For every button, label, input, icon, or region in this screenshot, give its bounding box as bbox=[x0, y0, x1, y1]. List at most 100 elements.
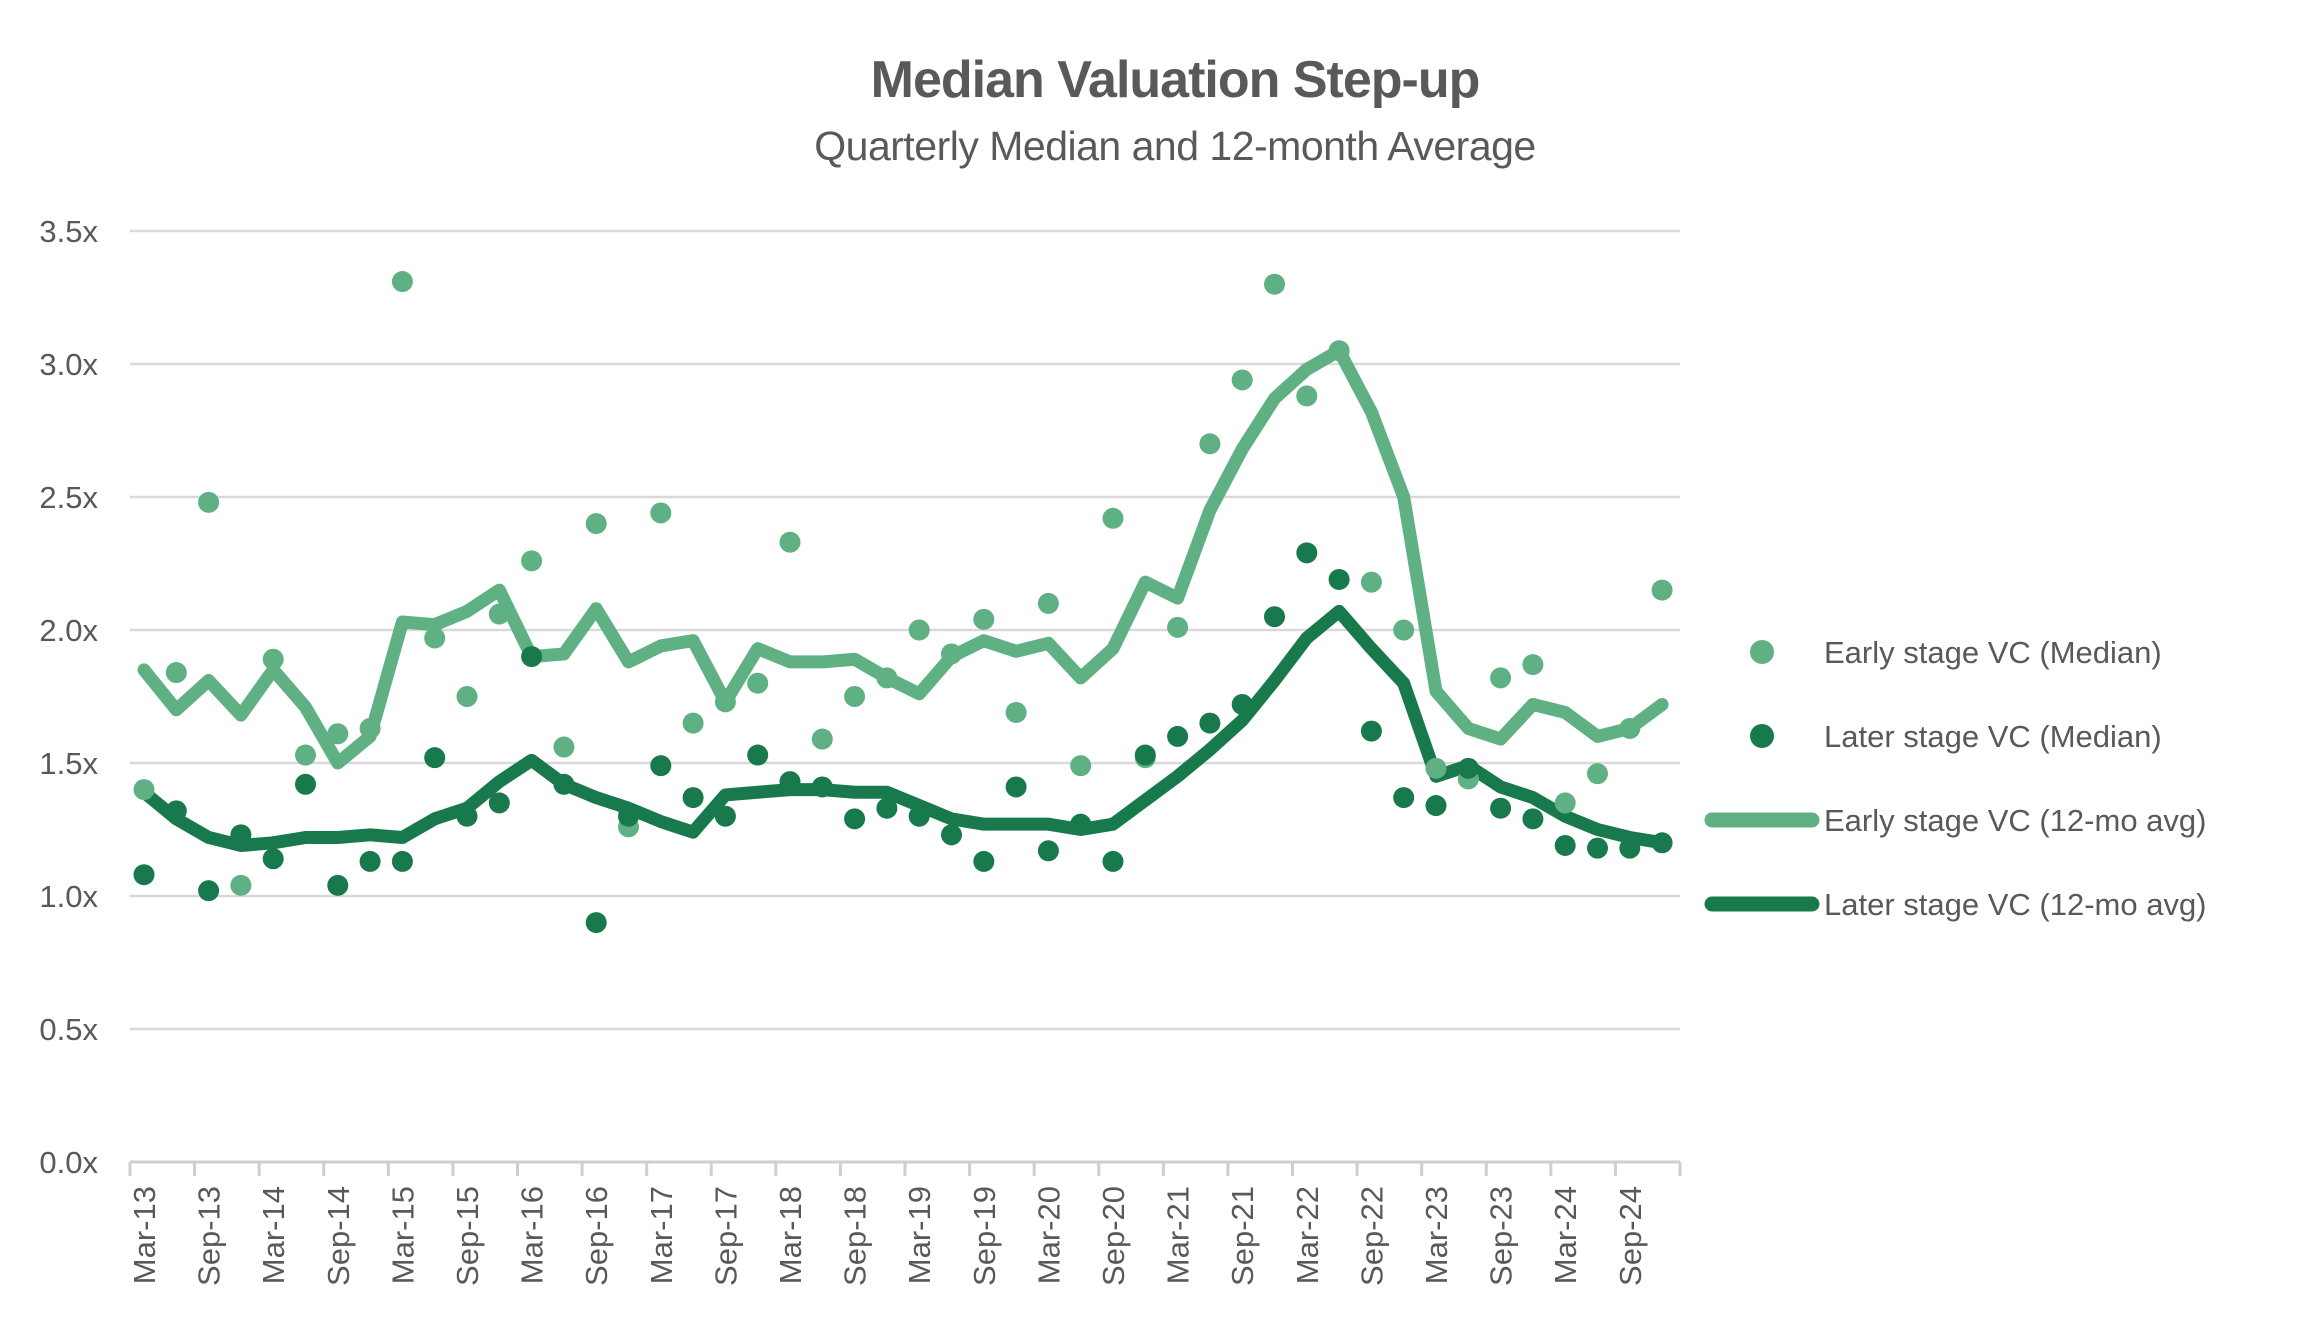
x-axis-label: Sep-13 bbox=[192, 1186, 227, 1286]
early-stage-vc-median--point bbox=[1360, 571, 1382, 593]
x-axis-label: Mar-23 bbox=[1419, 1186, 1454, 1284]
later-stage-vc-median--point bbox=[1070, 813, 1092, 835]
later-stage-vc-median--point bbox=[1102, 850, 1124, 872]
later-stage-vc-median--point bbox=[973, 850, 995, 872]
later-stage-vc-median--point bbox=[262, 848, 284, 870]
later-stage-vc-median--point bbox=[585, 912, 607, 934]
later-stage-vc-median--point bbox=[295, 773, 316, 795]
later-stage-vc-median--point bbox=[1264, 606, 1285, 628]
later-stage-vc-median--point bbox=[811, 776, 833, 798]
later-stage-vc-median--point bbox=[747, 744, 769, 766]
x-axis-label: Mar-21 bbox=[1161, 1186, 1196, 1284]
later-stage-vc-median--point bbox=[876, 797, 898, 819]
early-stage-vc-median--point bbox=[811, 728, 833, 750]
y-axis-label: 3.0x bbox=[39, 347, 98, 382]
later-stage-vc-median--point bbox=[908, 805, 930, 827]
early-stage-vc-median--point bbox=[488, 603, 510, 625]
x-axis-label: Mar-13 bbox=[127, 1186, 162, 1284]
later-stage-vc-median--point bbox=[682, 787, 704, 809]
y-axis-label: 1.5x bbox=[39, 746, 98, 781]
early-stage-vc-median--point bbox=[714, 691, 736, 713]
y-axis-label: 2.5x bbox=[39, 480, 98, 515]
later-stage-vc-median--point bbox=[1134, 744, 1156, 766]
early-stage-vc-median--point bbox=[941, 643, 962, 665]
legend-item-label: Early stage VC (Median) bbox=[1824, 635, 2162, 670]
early-stage-vc-median--point bbox=[1393, 619, 1415, 641]
early-stage-vc-median--point bbox=[650, 502, 672, 524]
later-stage-vc-median--point bbox=[1005, 776, 1027, 798]
early-stage-vc-median--point bbox=[133, 779, 155, 801]
later-stage-vc-median--point bbox=[1554, 834, 1576, 856]
legend-item-label: Later stage VC (Median) bbox=[1824, 719, 2162, 754]
early-stage-vc-median--point bbox=[1199, 433, 1221, 455]
early-stage-vc-median--point bbox=[1554, 792, 1576, 814]
x-axis-label: Mar-16 bbox=[515, 1186, 550, 1284]
x-axis-label: Mar-22 bbox=[1290, 1186, 1325, 1284]
later-stage-vc-median--point bbox=[1651, 832, 1673, 854]
legend-item-label: Later stage VC (12-mo avg) bbox=[1824, 887, 2207, 922]
early-stage-vc-median--point bbox=[1264, 273, 1285, 295]
early-stage-vc-median--point bbox=[973, 608, 995, 630]
later-stage-vc-median--point bbox=[1393, 787, 1415, 809]
later-stage-vc-median--point bbox=[714, 805, 736, 827]
later-stage-vc-median--point bbox=[553, 773, 575, 795]
early-stage-vc-median--point bbox=[908, 619, 930, 641]
early-stage-vc-median--point bbox=[165, 662, 187, 684]
early-stage-vc-median--point bbox=[876, 667, 898, 689]
later-stage-vc-median--point bbox=[1587, 837, 1608, 859]
later-stage-vc-median--point bbox=[133, 864, 155, 886]
y-axis-label: 1.0x bbox=[39, 879, 98, 914]
later-stage-vc-median--point bbox=[456, 805, 478, 827]
y-axis-label: 3.5x bbox=[39, 214, 98, 249]
later-stage-vc-median--point bbox=[1425, 795, 1447, 817]
y-axis-label: 2.0x bbox=[39, 613, 98, 648]
x-axis-label: Sep-14 bbox=[321, 1186, 356, 1286]
early-stage-vc-median--point bbox=[262, 648, 284, 670]
later-stage-vc-median--point bbox=[1037, 840, 1059, 862]
early-stage-vc-median--point bbox=[456, 686, 478, 707]
early-stage-vc-median--point bbox=[1231, 369, 1253, 391]
x-axis-label: Sep-22 bbox=[1354, 1186, 1389, 1286]
x-axis-label: Sep-18 bbox=[838, 1186, 873, 1286]
early-stage-vc-median--point bbox=[424, 627, 446, 649]
x-axis-label: Sep-17 bbox=[708, 1186, 743, 1286]
chart-title: Median Valuation Step-up bbox=[870, 51, 1481, 109]
early-stage-vc-median--point bbox=[553, 736, 575, 758]
x-axis-label: Sep-21 bbox=[1225, 1186, 1260, 1286]
later-stage-vc-median--point bbox=[618, 805, 639, 827]
early-stage-vc-median--point bbox=[844, 686, 866, 707]
later-stage-vc-median--point bbox=[1199, 712, 1221, 734]
x-axis-label: Sep-19 bbox=[967, 1186, 1002, 1286]
early-stage-vc-median--point bbox=[1619, 717, 1641, 739]
early-stage-vc-median--point bbox=[1005, 701, 1027, 723]
x-axis-label: Mar-24 bbox=[1548, 1186, 1583, 1284]
later-stage-vc-median--point bbox=[1167, 725, 1189, 747]
early-stage-vc-median--point bbox=[1522, 654, 1544, 676]
y-axis-label: 0.0x bbox=[39, 1145, 98, 1180]
early-stage-vc-median--point bbox=[391, 271, 413, 293]
later-stage-vc-median--point bbox=[1619, 837, 1641, 859]
early-stage-vc-median--point bbox=[1651, 579, 1673, 601]
x-axis-label: Sep-24 bbox=[1613, 1186, 1648, 1286]
later-stage-vc-median--point bbox=[1296, 542, 1318, 564]
later-stage-vc-12-mo-avg--line bbox=[137, 604, 1669, 852]
early-stage-vc-median--point bbox=[1102, 507, 1124, 529]
early-stage-vc-median--point bbox=[198, 491, 220, 513]
later-stage-vc-median--point bbox=[650, 755, 672, 777]
early-stage-vc-median--point bbox=[1296, 385, 1318, 407]
early-stage-vc-12-mo-avg--line bbox=[137, 344, 1669, 770]
later-stage-vc-median--point bbox=[1231, 693, 1253, 715]
later-stage-vc-median--point bbox=[1360, 720, 1382, 742]
legend-item-label: Early stage VC (12-mo avg) bbox=[1824, 803, 2206, 838]
chart-header: Median Valuation Step-up Quarterly Media… bbox=[350, 0, 2000, 170]
later-stage-vc-median--point bbox=[424, 747, 446, 769]
early-stage-vc-median--point bbox=[1167, 616, 1189, 638]
x-axis-label: Sep-16 bbox=[579, 1186, 614, 1286]
early-stage-vc-median--point bbox=[1425, 757, 1447, 779]
early-stage-vc-median--point bbox=[359, 717, 381, 739]
early-stage-vc-median--point bbox=[779, 531, 801, 553]
later-stage-vc-median--point bbox=[1457, 757, 1479, 779]
early-stage-vc-median--point bbox=[747, 672, 769, 694]
later-stage-vc-median--point bbox=[165, 800, 187, 822]
